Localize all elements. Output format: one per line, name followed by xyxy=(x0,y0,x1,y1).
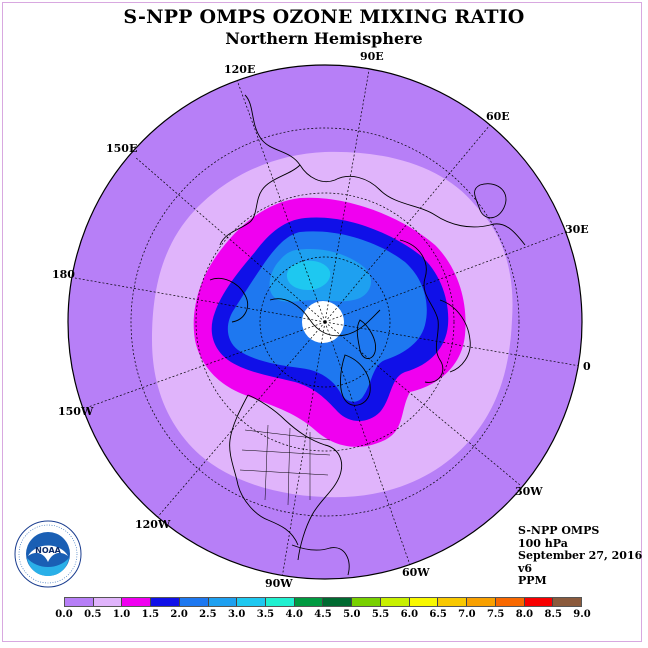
noaa-logo-text: NOAA xyxy=(35,546,61,555)
lon-label-60w: 60W xyxy=(402,566,430,579)
colorbar-swatch xyxy=(553,598,581,606)
colorbar-tick-label: 1.0 xyxy=(112,609,131,620)
colorbar-tick-label: 9.0 xyxy=(573,609,591,620)
noaa-logo-icon: NOAA xyxy=(14,520,82,588)
colorbar-swatch xyxy=(409,598,439,606)
lon-label-90e: 90E xyxy=(360,50,384,63)
plot-frame xyxy=(2,2,642,642)
colorbar-tick-label: 7.0 xyxy=(458,609,476,620)
lon-label-150e: 150E xyxy=(106,142,138,155)
lon-label-30e: 30E xyxy=(565,223,589,236)
map-boundary xyxy=(67,64,583,580)
colorbar-swatch xyxy=(266,598,295,606)
info-version: v6 xyxy=(518,561,533,575)
colorbar-tick-label: 5.5 xyxy=(371,609,390,620)
colorbar-tick-label: 1.5 xyxy=(141,609,160,620)
info-level: 100 hPa xyxy=(518,536,568,550)
colorbar-swatch xyxy=(237,598,267,606)
colorbar-swatch xyxy=(380,598,410,606)
lon-label-90w: 90W xyxy=(265,577,293,590)
info-units: PPM xyxy=(518,574,547,587)
colorbar-swatch xyxy=(495,598,525,606)
lon-label-30w: 30W xyxy=(515,485,543,498)
map-title: S-NPP OMPS OZONE MIXING RATIO xyxy=(123,6,525,28)
coastlines xyxy=(209,94,526,576)
info-block: S-NPP OMPS 100 hPa September 27, 2016 v6… xyxy=(518,524,643,588)
colorbar-swatch xyxy=(323,598,353,606)
info-instrument: S-NPP OMPS xyxy=(518,524,600,537)
colorbar-tick-label: 4.5 xyxy=(314,609,332,620)
colorbar-swatch xyxy=(93,598,123,606)
lon-label-150w: 150W xyxy=(58,405,94,418)
colorbar-tick-label: 0.5 xyxy=(84,609,102,620)
colorbar-swatch xyxy=(352,598,381,606)
sky-band xyxy=(286,260,331,290)
colorbar-swatch xyxy=(524,598,554,606)
colorbar-swatch xyxy=(208,598,238,606)
colorbar-tick-label: 4.0 xyxy=(285,609,303,620)
colorbar-swatch xyxy=(151,598,180,606)
lon-label-60e: 60E xyxy=(486,110,510,123)
graticule xyxy=(74,69,581,579)
colorbar-swatch xyxy=(122,598,152,606)
colorbar-tick-label: 2.0 xyxy=(170,609,188,620)
colorbar-tick-label: 3.0 xyxy=(227,609,246,620)
colorbar-swatch xyxy=(65,598,94,606)
lon-label-180: 180 xyxy=(52,268,75,281)
colorbar-labels: 0.0 0.5 1.0 1.5 2.0 2.5 3.0 3.5 4.0 4.5 5.0 5.5 6.0 6… xyxy=(0,609,648,623)
colorbar-tick-label: 0.0 xyxy=(55,609,73,620)
map-subtitle: Northern Hemisphere xyxy=(225,29,423,48)
colorbar-tick-label: 6.5 xyxy=(429,609,447,620)
colorbar-tick-label: 5.0 xyxy=(343,609,361,620)
lon-label-0: 0 xyxy=(583,360,591,373)
lon-label-120e: 120E xyxy=(224,63,256,76)
colorbar xyxy=(64,597,582,607)
colorbar-swatch xyxy=(294,598,324,606)
info-date: September 27, 2016 xyxy=(518,549,643,562)
colorbar-tick-label: 3.5 xyxy=(256,609,275,620)
colorbar-tick-label: 6.0 xyxy=(400,609,419,620)
colorbar-tick-label: 7.5 xyxy=(486,609,505,620)
colorbar-tick-label: 8.5 xyxy=(544,609,562,620)
colorbar-swatch xyxy=(179,598,209,606)
lon-label-120w: 120W xyxy=(135,518,171,531)
colorbar-swatch xyxy=(438,598,468,606)
colorbar-tick-label: 2.5 xyxy=(199,609,217,620)
colorbar-tick-label: 8.0 xyxy=(515,609,534,620)
us-state-borders xyxy=(239,424,331,506)
colorbar-swatch xyxy=(467,598,496,606)
